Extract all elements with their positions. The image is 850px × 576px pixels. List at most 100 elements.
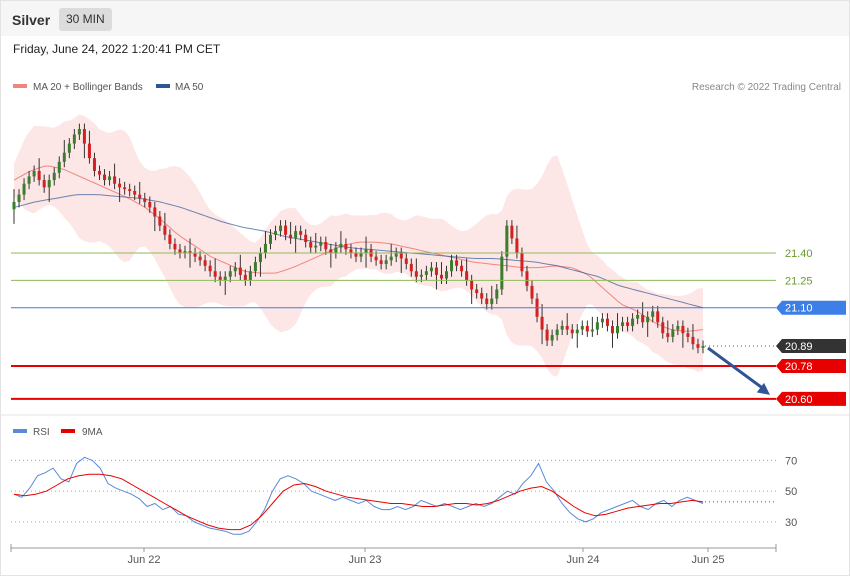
rsi-level-label: 50 xyxy=(785,486,797,498)
candle xyxy=(445,265,449,284)
candle-body xyxy=(42,180,46,188)
candle xyxy=(525,265,529,292)
candle xyxy=(47,174,51,202)
candle xyxy=(289,222,293,244)
candle-body xyxy=(565,325,569,330)
candle xyxy=(143,192,147,208)
candle xyxy=(399,247,403,274)
candle-body xyxy=(404,258,408,264)
candle-body xyxy=(490,298,494,305)
candle xyxy=(193,247,197,263)
instrument-title: Silver xyxy=(12,12,51,28)
candle xyxy=(183,245,187,259)
candle-body xyxy=(62,152,66,162)
candle xyxy=(475,284,479,299)
candle-body xyxy=(57,161,61,173)
candle xyxy=(349,243,353,259)
candle-body xyxy=(32,170,36,177)
candle-body xyxy=(354,253,358,257)
candle-body xyxy=(379,260,383,264)
candle-body xyxy=(500,256,504,290)
candle xyxy=(701,340,705,354)
candle xyxy=(243,269,247,286)
timeframe-badge[interactable]: 30 MIN xyxy=(59,8,112,31)
candle xyxy=(455,254,459,272)
candle-body xyxy=(434,267,438,275)
candle-body xyxy=(530,285,534,299)
candle-body xyxy=(550,335,554,341)
candle xyxy=(590,316,594,337)
candle xyxy=(555,324,559,341)
candle-body xyxy=(168,234,172,244)
candle-body xyxy=(445,271,449,279)
candle xyxy=(218,271,222,286)
candle-body xyxy=(82,129,86,144)
candle-body xyxy=(349,249,353,253)
candle xyxy=(77,123,81,140)
candle-body xyxy=(384,260,388,264)
candle xyxy=(52,167,56,186)
candle-body xyxy=(636,315,640,319)
candle-body xyxy=(359,253,363,257)
candle xyxy=(72,129,76,150)
candle-body xyxy=(334,247,338,253)
candle xyxy=(585,320,589,337)
candle xyxy=(626,316,630,332)
candle xyxy=(490,285,494,310)
candle xyxy=(666,320,670,343)
candle xyxy=(394,247,398,263)
candle-body xyxy=(691,336,695,345)
candle-body xyxy=(243,274,247,281)
candle xyxy=(213,258,217,283)
candle-body xyxy=(258,253,262,263)
candle xyxy=(661,316,665,339)
candle-body xyxy=(485,298,489,305)
candle-body xyxy=(319,242,323,246)
candle-body xyxy=(600,318,604,323)
candle-body xyxy=(223,276,227,281)
candle xyxy=(339,231,343,253)
candle-body xyxy=(27,176,31,184)
candle-body xyxy=(621,322,625,326)
candle-body xyxy=(304,234,308,243)
candle-body xyxy=(475,289,479,294)
candle xyxy=(510,220,514,244)
candle xyxy=(113,163,117,190)
candle xyxy=(329,243,333,268)
candle-body xyxy=(545,329,549,341)
candle-body xyxy=(414,271,418,277)
candle xyxy=(248,265,252,286)
level-tag xyxy=(776,300,846,315)
legend-swatch-ma50 xyxy=(156,84,170,88)
current-price-tag xyxy=(776,339,846,353)
candle xyxy=(414,258,418,283)
candle-body xyxy=(329,249,333,253)
candle xyxy=(550,329,554,346)
candle-body xyxy=(450,260,454,272)
candle-body xyxy=(575,329,579,334)
candle-body xyxy=(72,134,76,144)
candle-body xyxy=(409,263,413,272)
candle xyxy=(279,220,283,237)
candle-body xyxy=(97,170,102,175)
candle-body xyxy=(666,333,670,337)
candle xyxy=(294,225,298,253)
candle-body xyxy=(631,318,635,326)
candle-body xyxy=(510,225,514,239)
candle-body xyxy=(661,322,665,334)
candle-body xyxy=(324,242,328,250)
candle xyxy=(651,305,655,323)
candle-body xyxy=(193,253,197,257)
candle xyxy=(344,238,348,255)
candle-body xyxy=(22,183,26,195)
candle xyxy=(610,320,614,348)
candle-body xyxy=(671,329,675,337)
candle-body xyxy=(233,267,237,272)
candle xyxy=(233,262,237,277)
candle xyxy=(696,338,700,354)
candle xyxy=(565,313,569,336)
candle-body xyxy=(374,256,378,261)
candle-body xyxy=(455,260,459,266)
candle xyxy=(299,225,303,241)
candle-body xyxy=(465,271,469,281)
